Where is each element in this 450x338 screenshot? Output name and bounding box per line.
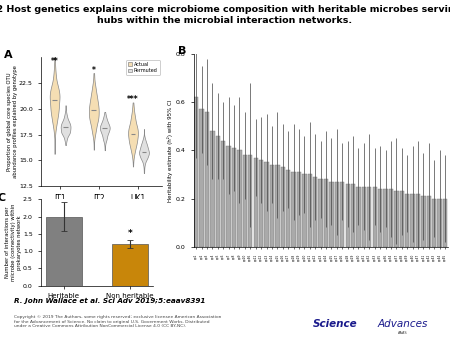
Bar xyxy=(416,194,420,247)
Bar xyxy=(199,110,204,247)
Bar xyxy=(324,179,328,247)
Bar xyxy=(356,187,360,247)
Text: R. John Wallace et al. Sci Adv 2019;5:eaav8391: R. John Wallace et al. Sci Adv 2019;5:ea… xyxy=(14,298,205,304)
Bar xyxy=(275,165,279,247)
Bar xyxy=(443,198,447,247)
Bar xyxy=(373,187,377,247)
Bar xyxy=(378,189,382,247)
Bar xyxy=(319,179,323,247)
Bar xyxy=(221,141,225,247)
Bar xyxy=(243,155,247,247)
Bar xyxy=(329,182,333,247)
Bar xyxy=(281,167,285,247)
Y-axis label: Heritability estimate (h²) with 95% CI: Heritability estimate (h²) with 95% CI xyxy=(167,99,173,201)
Legend: Actual, Permuted: Actual, Permuted xyxy=(126,60,160,75)
Bar xyxy=(264,163,269,247)
Bar xyxy=(302,174,306,247)
X-axis label: Farm: Farm xyxy=(92,208,111,217)
Bar xyxy=(313,177,317,247)
Bar xyxy=(405,194,410,247)
Bar xyxy=(226,146,231,247)
Bar xyxy=(367,187,371,247)
Text: Science: Science xyxy=(313,319,357,330)
Text: Fig. 2 Host genetics explains core microbiome composition with heritable microbe: Fig. 2 Host genetics explains core micro… xyxy=(0,5,450,25)
Bar xyxy=(383,189,388,247)
Bar xyxy=(210,131,215,247)
Text: AAAS: AAAS xyxy=(398,331,408,335)
Bar xyxy=(308,174,312,247)
Bar xyxy=(421,196,426,247)
Text: *: * xyxy=(92,66,96,75)
Text: C: C xyxy=(0,193,6,202)
Bar xyxy=(237,150,242,247)
Bar xyxy=(432,198,436,247)
Bar xyxy=(351,184,355,247)
Bar xyxy=(389,189,393,247)
Text: **: ** xyxy=(51,57,58,66)
Bar xyxy=(410,194,415,247)
Bar xyxy=(45,217,82,286)
Text: ***: *** xyxy=(127,95,139,104)
Bar xyxy=(286,170,290,247)
Bar xyxy=(248,155,252,247)
Bar xyxy=(362,187,366,247)
Bar xyxy=(270,165,274,247)
Bar xyxy=(297,172,301,247)
Bar xyxy=(259,160,263,247)
Bar xyxy=(346,184,350,247)
Bar xyxy=(437,198,442,247)
Bar xyxy=(400,191,404,247)
Bar xyxy=(292,172,296,247)
Bar xyxy=(253,158,258,247)
Text: *: * xyxy=(127,229,132,238)
Bar xyxy=(335,182,339,247)
Text: Advances: Advances xyxy=(377,319,427,330)
Bar xyxy=(112,244,148,286)
Bar xyxy=(394,191,399,247)
Bar xyxy=(205,112,209,247)
Bar xyxy=(194,97,198,247)
Text: Copyright © 2019 The Authors, some rights reserved; exclusive licensee American : Copyright © 2019 The Authors, some right… xyxy=(14,315,221,328)
Text: A: A xyxy=(4,50,13,60)
Bar xyxy=(232,148,236,247)
Text: B: B xyxy=(178,46,187,56)
Bar xyxy=(216,136,220,247)
Bar xyxy=(340,182,344,247)
Y-axis label: Proportion of global core species OTU
abundance profiles explained by genotype: Proportion of global core species OTU ab… xyxy=(7,65,18,178)
Bar xyxy=(427,196,431,247)
Y-axis label: Number of interactions per
microbe (connectivity) within
prokaryotes network: Number of interactions per microbe (conn… xyxy=(5,204,22,281)
